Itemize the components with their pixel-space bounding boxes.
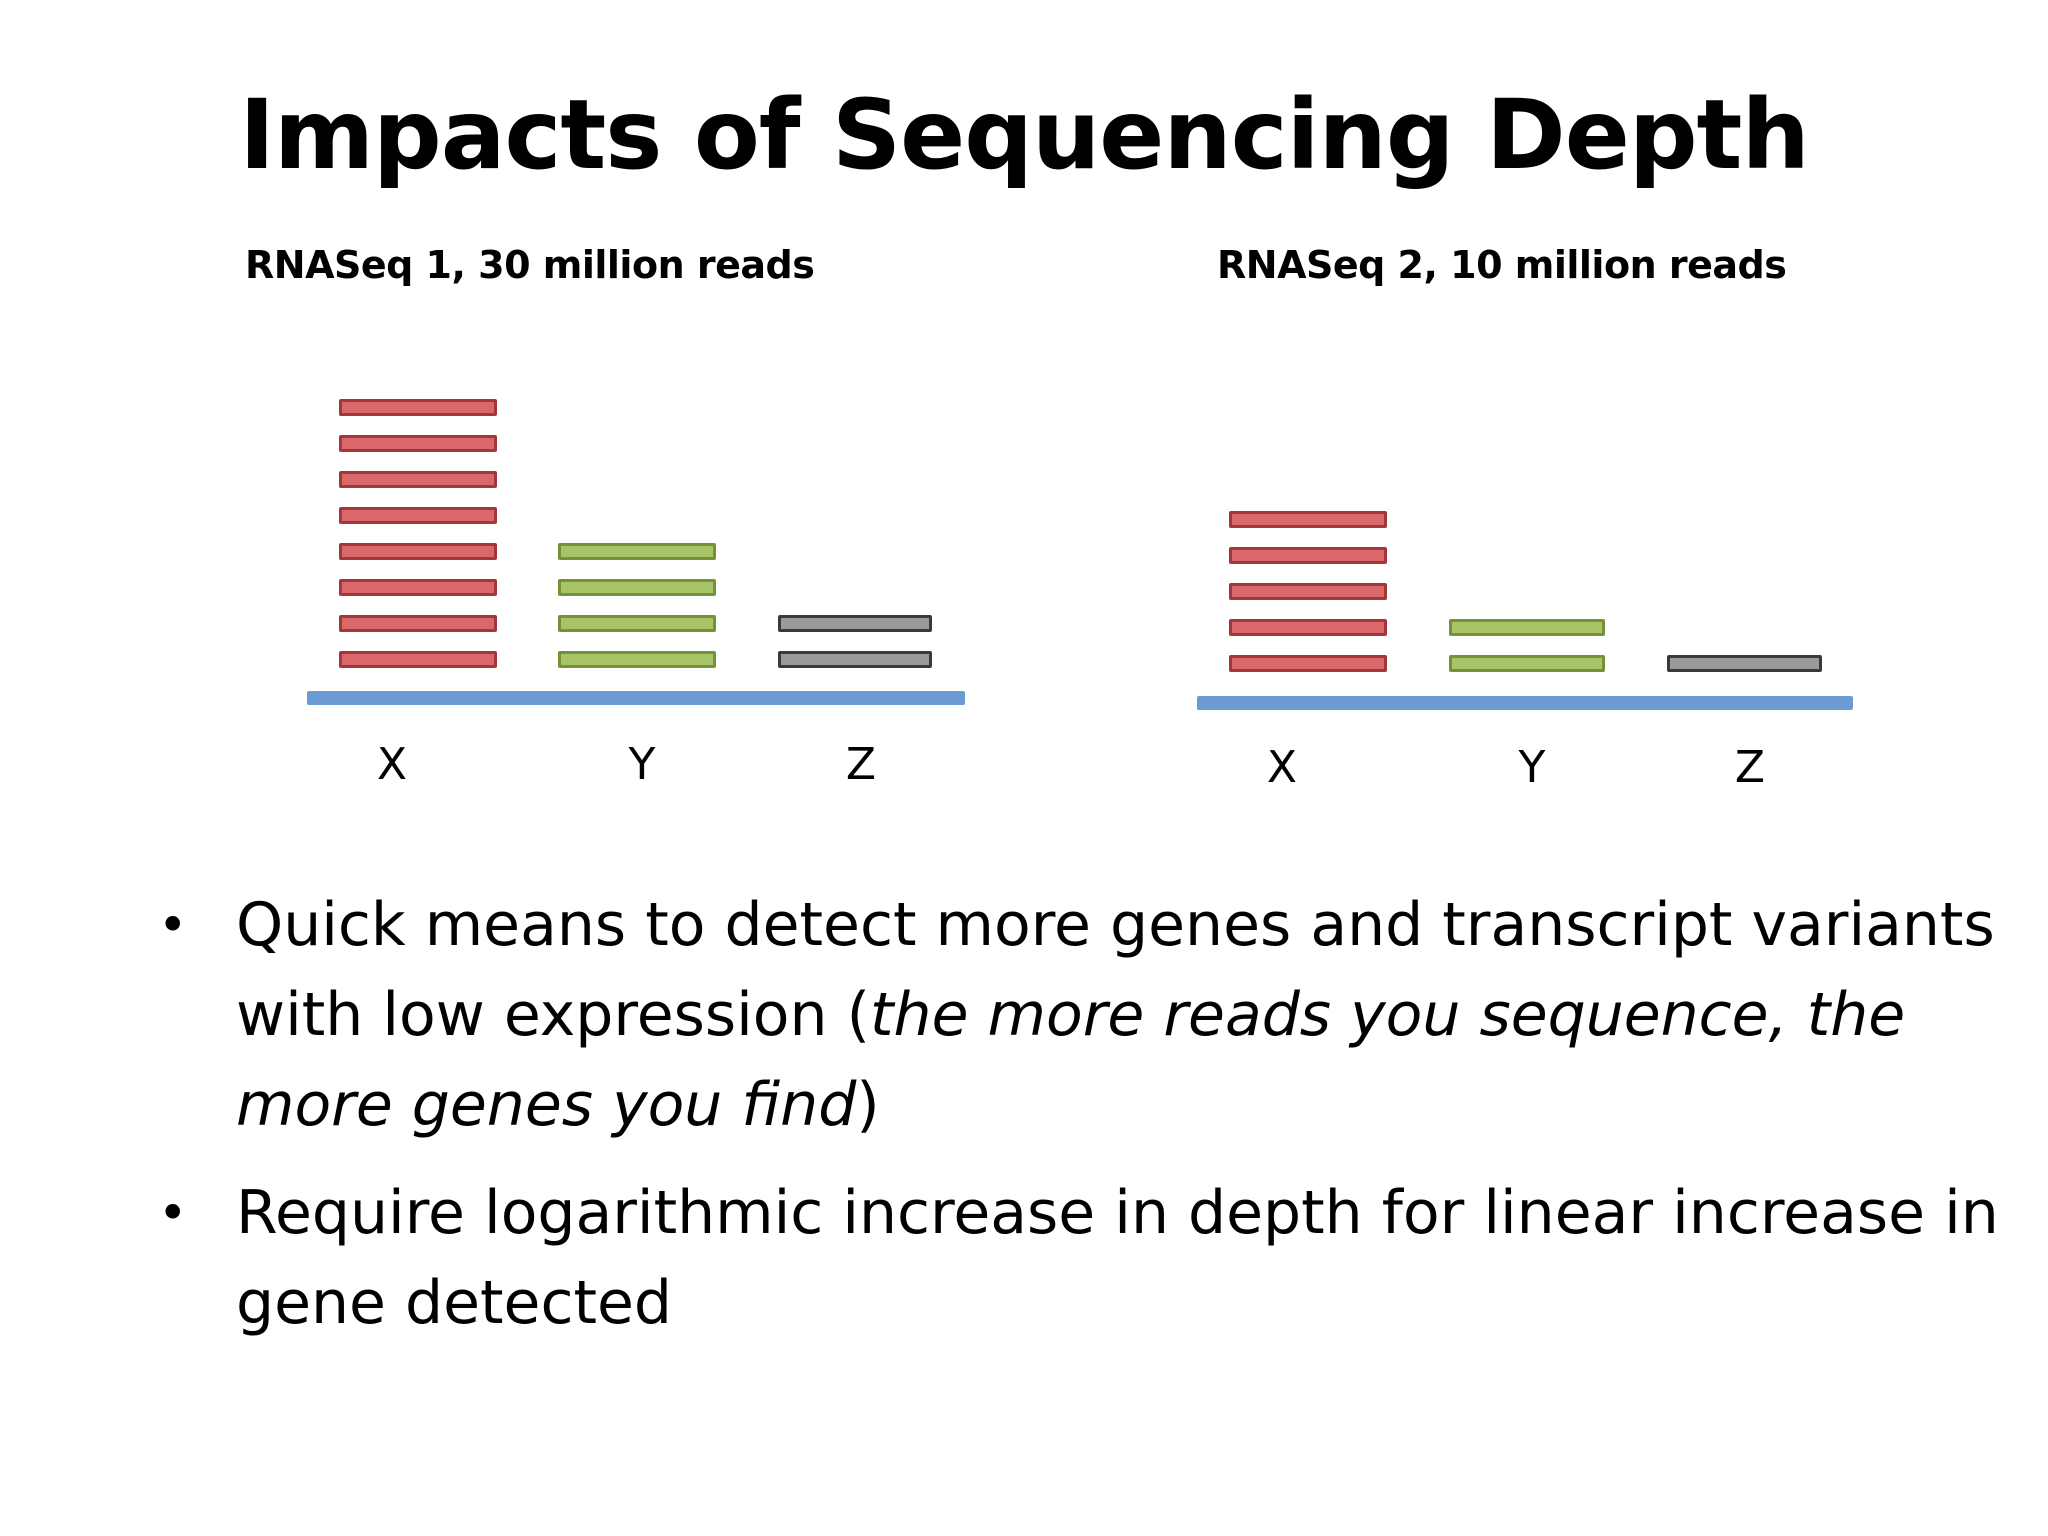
read-bar-gene-x (339, 579, 497, 596)
read-bar-gene-x (339, 507, 497, 524)
bullet-item: • Require logarithmic increase in depth … (150, 1168, 2000, 1348)
gene-label-y: Y (1518, 742, 1546, 793)
read-bar-gene-y (558, 651, 716, 668)
bullet-text-part: Require logarithmic increase in depth fo… (236, 1178, 1999, 1338)
bullet-list: • Quick means to detect more genes and t… (150, 880, 2000, 1366)
bullet-text-italic: the more reads you sequence, the more ge… (236, 980, 1906, 1140)
read-bar-gene-x (339, 543, 497, 560)
read-bar-gene-y (558, 615, 716, 632)
read-bar-gene-y (558, 543, 716, 560)
gene-label-z: Z (845, 739, 877, 790)
gene-label-x: X (1266, 742, 1298, 793)
read-bar-gene-x (339, 399, 497, 416)
read-bar-gene-x (1229, 547, 1387, 564)
read-bar-gene-x (1229, 619, 1387, 636)
read-bar-gene-x (339, 435, 497, 452)
read-bar-gene-y (1449, 619, 1605, 636)
slide-title: Impacts of Sequencing Depth (239, 79, 1810, 191)
bullet-item: • Quick means to detect more genes and t… (150, 880, 2000, 1150)
read-bar-gene-z (778, 651, 932, 668)
read-bar-gene-y (1449, 655, 1605, 672)
gene-label-x: X (376, 739, 408, 790)
bullet-text-part: ) (856, 1070, 880, 1140)
read-bar-gene-x (1229, 511, 1387, 528)
gene-axis-baseline (307, 691, 965, 705)
bullet-dot: • (158, 1184, 188, 1242)
read-bar-gene-x (339, 615, 497, 632)
read-bar-gene-z (778, 615, 932, 632)
gene-label-z: Z (1734, 742, 1766, 793)
read-bar-gene-x (339, 471, 497, 488)
gene-axis-baseline (1197, 696, 1853, 710)
bullet-text-part: Quick means to detect more genes and tra… (236, 890, 1995, 1050)
read-bar-gene-x (1229, 583, 1387, 600)
bullet-dot: • (158, 896, 188, 954)
panel-title-rnaseq-1: RNASeq 1, 30 million reads (245, 243, 815, 287)
read-bar-gene-x (339, 651, 497, 668)
read-bar-gene-y (558, 579, 716, 596)
gene-label-y: Y (628, 739, 656, 790)
read-bar-gene-z (1667, 655, 1822, 672)
read-bar-gene-x (1229, 655, 1387, 672)
panel-title-rnaseq-2: RNASeq 2, 10 million reads (1217, 243, 1787, 287)
